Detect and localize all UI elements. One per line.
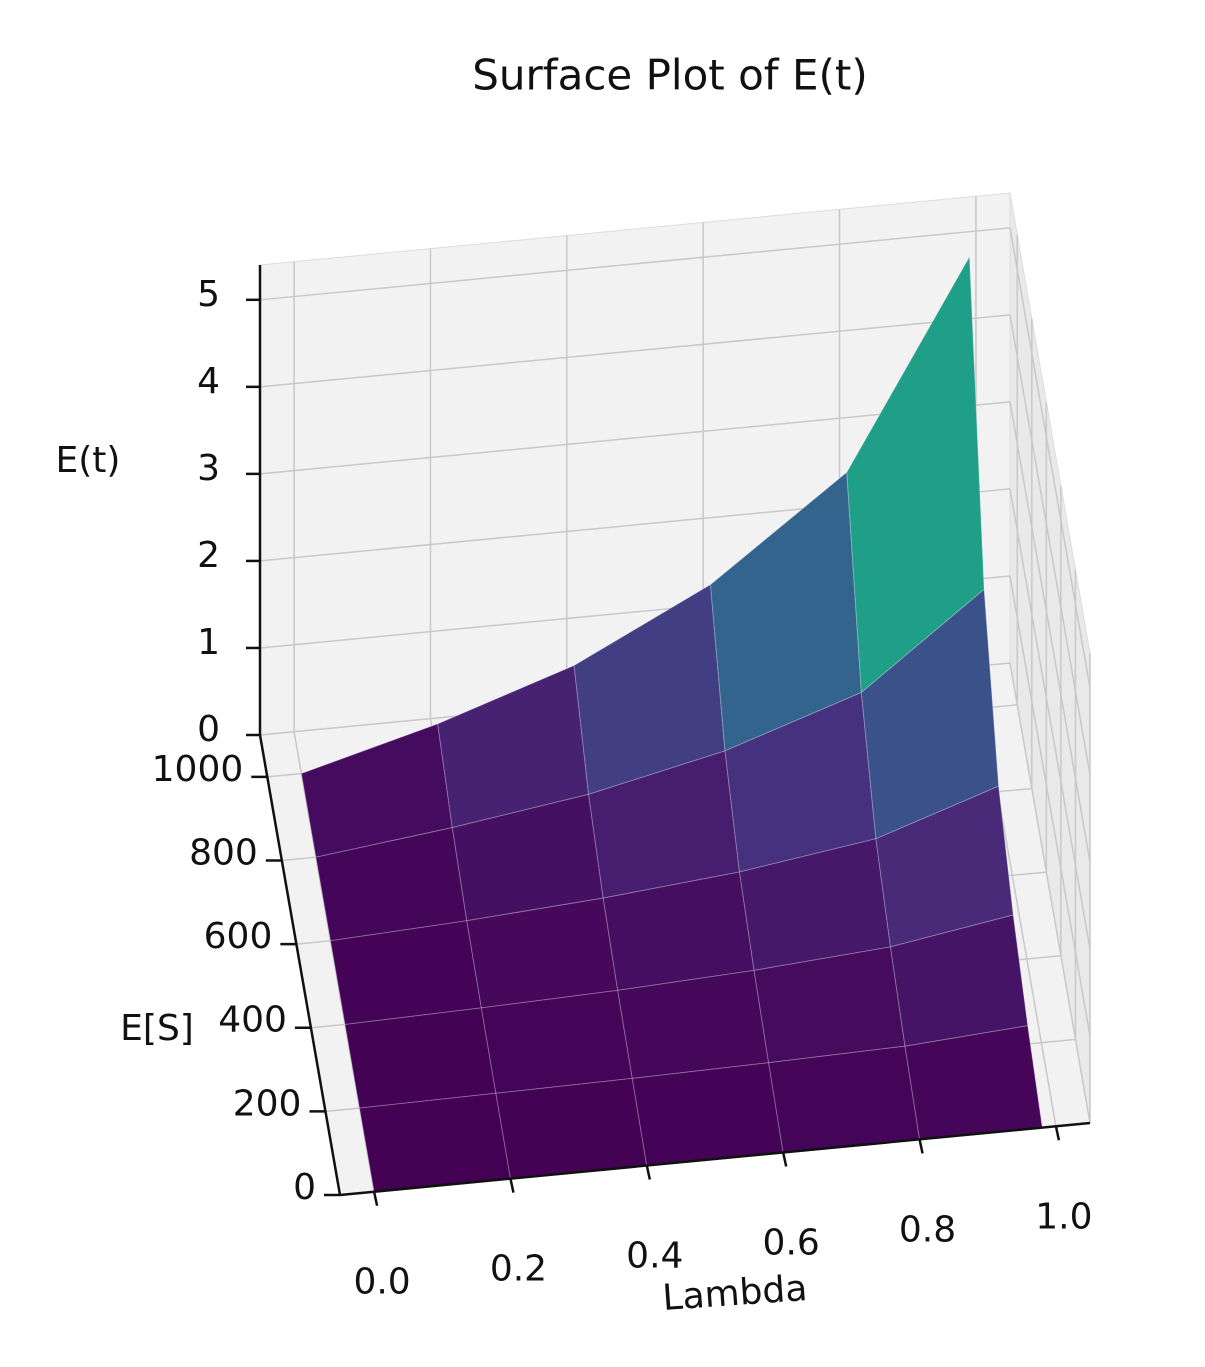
y-tick-label: 0 [293, 1167, 316, 1208]
y-tick-label: 1000 [152, 749, 244, 790]
z-tick-label: 4 [197, 361, 220, 402]
z-tick-label: 1 [197, 622, 220, 663]
surface-patch [904, 1025, 1043, 1140]
grid-line [1009, 662, 1091, 1124]
x-tick-label: 0.2 [490, 1249, 547, 1290]
x-tick-label: 0.8 [899, 1209, 956, 1250]
grid-line [259, 314, 1011, 388]
surface-patch [617, 969, 770, 1079]
surface-patch [344, 1007, 497, 1109]
surface-patch [846, 255, 985, 694]
surface-patch [768, 1045, 921, 1153]
z-tick-label: 2 [197, 535, 220, 576]
grid-line [1009, 227, 1091, 688]
z-tick-label: 5 [197, 274, 220, 315]
x-tick [918, 1139, 924, 1154]
surface-patch [480, 989, 633, 1094]
x-tick [645, 1165, 652, 1180]
x-tick-label: 0.0 [353, 1262, 410, 1303]
y-axis [258, 734, 342, 1196]
z-tick-label: 0 [197, 709, 220, 750]
y-tick-label: 400 [218, 1000, 287, 1041]
surface-patch [358, 1092, 511, 1192]
x-tick-label: 1.0 [1035, 1196, 1092, 1237]
z-axis-label: E(t) [56, 440, 121, 481]
axes: 0.0 0.2 0.4 0.6 0.8 1.00200400600800100001234… [152, 265, 1093, 1303]
y-tick-label: 800 [189, 832, 258, 873]
chart-title: Surface Plot of E(t) [472, 51, 867, 100]
grid-line [1009, 314, 1091, 775]
x-axis-label: Lambda [661, 1268, 808, 1319]
grid-line [1009, 575, 1091, 1037]
surface [300, 255, 1043, 1192]
grid-line [1009, 488, 1091, 950]
y-tick-label: 200 [233, 1083, 302, 1124]
y-axis-label: E[S] [120, 1008, 194, 1049]
surface-patch [631, 1062, 784, 1166]
z-tick-label: 3 [197, 448, 220, 489]
x-axis [339, 1121, 1091, 1197]
y-tick-label: 600 [204, 916, 273, 957]
grid-line [1009, 401, 1091, 863]
x-tick-label: 0.4 [626, 1236, 683, 1277]
x-tick [372, 1191, 379, 1206]
surface-patch [495, 1077, 648, 1179]
x-tick [509, 1178, 515, 1193]
x-tick [781, 1152, 788, 1167]
grid-line [259, 227, 1011, 301]
x-tick [1054, 1126, 1061, 1141]
x-tick-label: 0.6 [763, 1222, 820, 1263]
